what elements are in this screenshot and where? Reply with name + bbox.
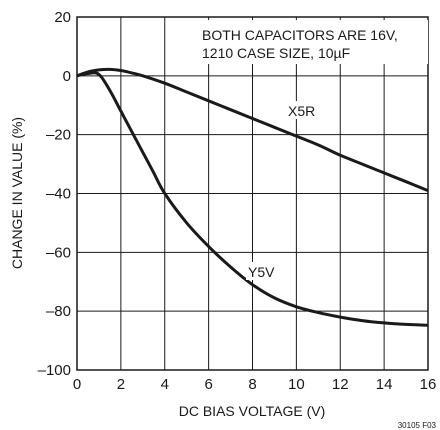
- x-tick-label: 10: [288, 376, 305, 393]
- series-label-x5r: X5R: [288, 103, 315, 119]
- x-tick-label: 8: [248, 376, 256, 393]
- annotation-line-2: 1210 CASE SIZE, 10µF: [202, 45, 350, 61]
- figure-id: 30105 F03: [398, 421, 437, 430]
- y-tick-label: –100: [38, 362, 71, 379]
- y-tick-labels: 20 0 –20 –40 –60 –80 –100: [38, 9, 71, 379]
- x-tick-label: 16: [420, 376, 437, 393]
- y-tick-label: –20: [46, 127, 71, 144]
- annotation-line-1: BOTH CAPACITORS ARE 16V,: [202, 27, 398, 43]
- x-tick-label: 6: [204, 376, 212, 393]
- y-tick-label: –80: [46, 303, 71, 320]
- y-axis-title: CHANGE IN VALUE (%): [9, 117, 25, 269]
- x-tick-label: 0: [73, 376, 81, 393]
- series-line-y5v: [76, 71, 429, 327]
- y-tick-label: –60: [46, 244, 71, 261]
- y-tick-label: 0: [63, 68, 71, 85]
- x-tick-label: 2: [117, 376, 125, 393]
- series-label-x5r-background: [286, 101, 324, 119]
- series-label-y5v: Y5V: [248, 264, 275, 280]
- series-label-y5v-background: [246, 262, 284, 280]
- series-lines: [76, 67, 429, 327]
- x-tick-label: 14: [376, 376, 393, 393]
- y-tick-label: 20: [54, 9, 71, 26]
- x-tick-labels: 0 2 4 6 8 10 12 14 16: [73, 376, 437, 393]
- x-tick-label: 4: [161, 376, 169, 393]
- series-line-x5r: [76, 67, 429, 192]
- annotation-background: [196, 20, 428, 64]
- y-tick-label: –40: [46, 186, 71, 203]
- grid-lines: [76, 16, 429, 371]
- x-axis-title: DC BIAS VOLTAGE (V): [179, 403, 326, 419]
- x-tick-label: 12: [332, 376, 349, 393]
- plot-frame: [76, 16, 429, 371]
